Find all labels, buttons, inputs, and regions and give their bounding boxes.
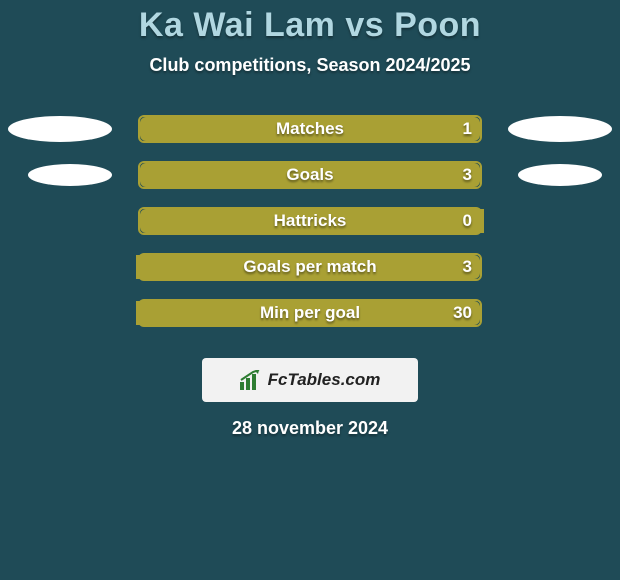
bar-chart-icon [240, 370, 262, 390]
stat-bar-right [336, 117, 480, 141]
stat-bar-right [308, 163, 480, 187]
player-left-marker [8, 116, 112, 142]
stat-bar-right [136, 255, 480, 279]
stat-row: Matches1 [0, 106, 620, 152]
player-right-marker [518, 164, 602, 186]
brand-text: FcTables.com [268, 370, 381, 390]
stat-bar-left [140, 209, 484, 233]
stat-bar-track [138, 115, 482, 143]
stat-bar-left [140, 117, 340, 141]
stat-row: Goals per match3 [0, 244, 620, 290]
player-left-marker [28, 164, 112, 186]
brand-box[interactable]: FcTables.com [202, 358, 418, 402]
stat-bar-track [138, 161, 482, 189]
stat-bar-track [138, 299, 482, 327]
stat-bar-track [138, 253, 482, 281]
stat-bar-left [140, 163, 312, 187]
date-line: 28 november 2024 [0, 418, 620, 439]
stat-row: Hattricks0 [0, 198, 620, 244]
player-right-marker [508, 116, 612, 142]
subtitle: Club competitions, Season 2024/2025 [0, 55, 620, 76]
page-title: Ka Wai Lam vs Poon [0, 0, 620, 45]
comparison-chart: Matches1Goals3Hattricks0Goals per match3… [0, 106, 620, 336]
stat-row: Min per goal30 [0, 290, 620, 336]
stat-bar-right [136, 301, 480, 325]
stat-row: Goals3 [0, 152, 620, 198]
stat-bar-track [138, 207, 482, 235]
